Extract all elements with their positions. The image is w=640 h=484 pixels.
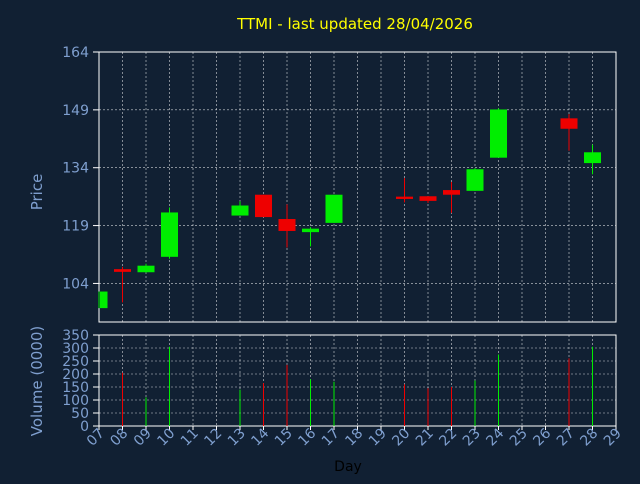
x-tick-label: 16 [295, 425, 319, 449]
candle-body [584, 152, 601, 164]
x-tick-label: 22 [436, 426, 460, 450]
candle-body [490, 109, 507, 158]
volume-tick-label: 0 [80, 419, 89, 435]
candle-body [161, 212, 178, 257]
candle-body [419, 196, 437, 201]
x-tick-label: 25 [507, 426, 531, 450]
x-tick-label: 18 [342, 426, 366, 450]
candle-body [396, 196, 413, 199]
chart-title: TTMI - last updated 28/04/2026 [236, 15, 473, 33]
candle-body [255, 194, 272, 218]
candle-body [114, 269, 131, 272]
price-tick-label: 149 [62, 103, 89, 119]
x-tick-label: 27 [554, 426, 578, 450]
price-panel: 104 119 134 149 164 [62, 45, 617, 323]
price-tick-label: 164 [62, 45, 89, 61]
x-tick-label: 15 [272, 426, 296, 450]
volume-tick-label: 150 [62, 380, 89, 396]
candle-body [325, 194, 343, 223]
x-tick-label: 19 [366, 426, 390, 450]
volume-tick-label: 50 [71, 406, 89, 422]
price-tick-label: 119 [62, 219, 89, 235]
candle-body [443, 190, 460, 195]
x-tick-label: 20 [389, 426, 413, 450]
candle-body [231, 205, 249, 216]
x-tick-label: 12 [201, 426, 225, 450]
x-axis-label: Day [334, 459, 362, 475]
x-tick-label: 08 [107, 426, 131, 450]
volume-tick-label: 350 [62, 328, 89, 344]
volume-axis-label: Volume (0000) [28, 326, 46, 436]
candle-body [560, 118, 578, 129]
candle-body [466, 169, 484, 191]
x-tick-label: 21 [413, 426, 437, 450]
x-tick-label: 29 [601, 426, 625, 450]
candle-body [278, 219, 296, 231]
x-tick-label: 13 [225, 426, 249, 450]
volume-tick-label: 300 [62, 341, 89, 357]
x-tick-labels: 07 08 09 10 11 12 13 14 15 16 17 18 19 20 21 22 23 24 25 26… [84, 425, 625, 449]
x-tick-label: 28 [577, 426, 601, 450]
candle-body [302, 228, 319, 233]
x-tick-label: 09 [131, 426, 155, 450]
x-tick-label: 11 [178, 426, 202, 450]
x-tick-label: 10 [154, 426, 178, 450]
volume-tick-label: 250 [62, 354, 89, 370]
x-tick-label: 23 [460, 426, 484, 450]
x-tick-label: 24 [483, 425, 507, 449]
x-tick-label: 17 [319, 426, 343, 450]
price-axis-label: Price [28, 174, 46, 211]
candle-body [137, 265, 155, 273]
candle-body [100, 291, 108, 309]
volume-tick-label: 100 [62, 393, 89, 409]
price-tick-label: 104 [62, 276, 89, 292]
x-tick-label: 26 [530, 425, 554, 449]
price-tick-label: 134 [62, 161, 89, 177]
x-tick-label: 14 [248, 425, 272, 449]
volume-tick-label: 200 [62, 367, 89, 383]
